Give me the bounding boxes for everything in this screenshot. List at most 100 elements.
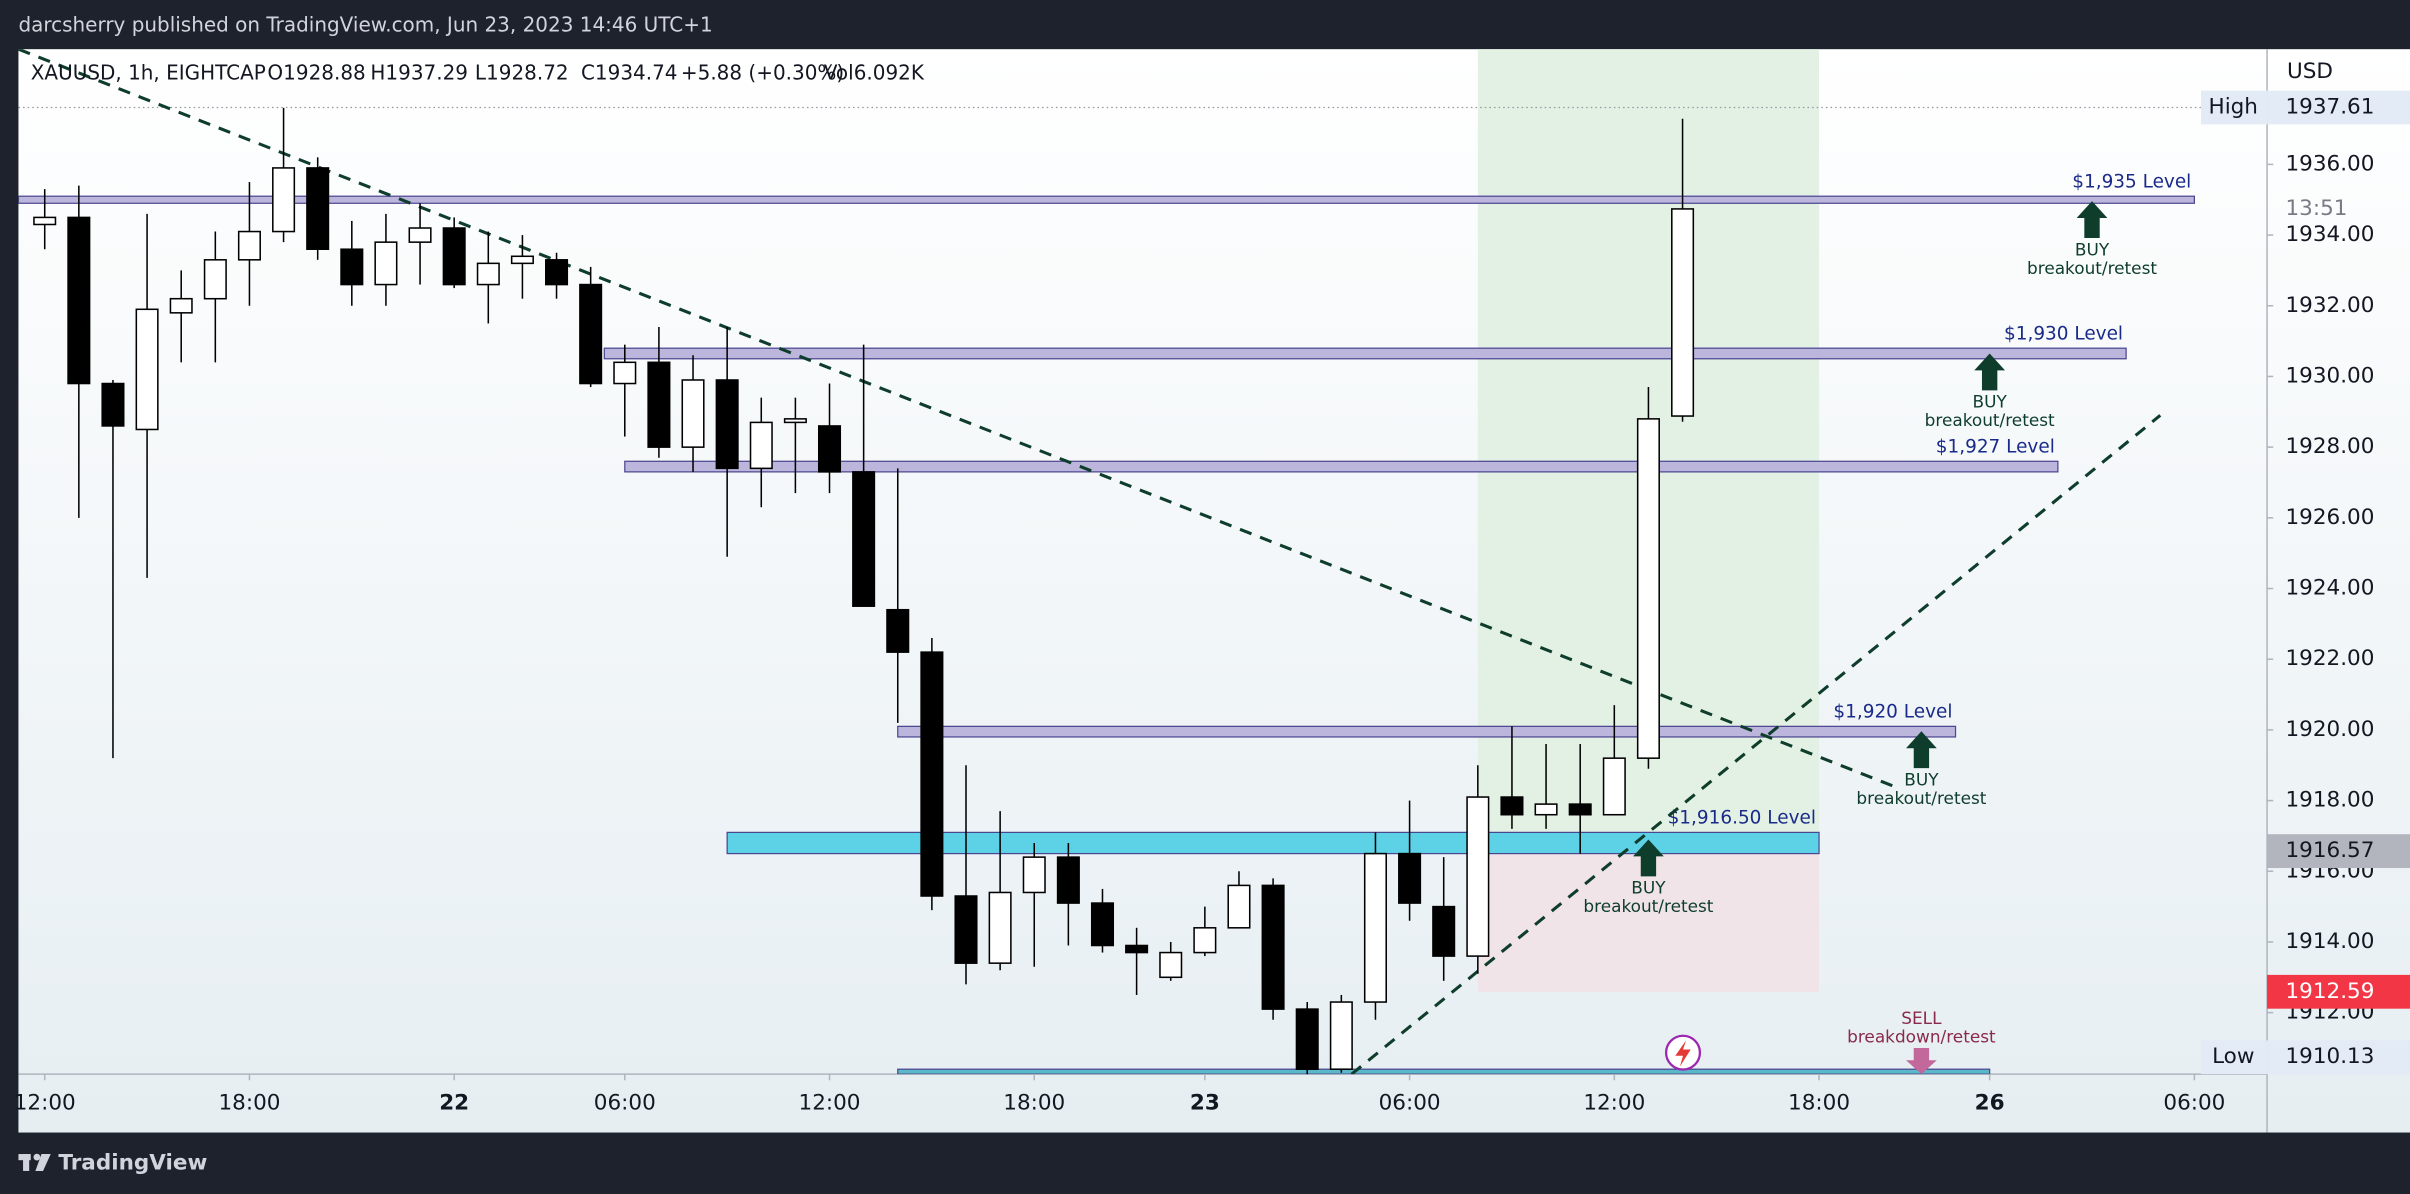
candle-body <box>920 651 944 897</box>
candle-body <box>1090 902 1115 947</box>
level-label: $1,916.50 Level <box>1668 808 1816 829</box>
candle-body <box>1329 1001 1353 1070</box>
candle-body <box>374 241 398 286</box>
x-tick-label: 18:00 <box>1003 1090 1065 1115</box>
candle-body <box>272 167 296 233</box>
candle-body <box>1227 884 1251 929</box>
y-tick-label: 1930.00 <box>2286 363 2375 388</box>
plot-area: $1,935 Level $1,930 Level $1,927 Level $1,9… <box>18 49 2268 1075</box>
candle-body <box>442 227 466 286</box>
ohlc-value: H1937.29 <box>370 60 468 84</box>
annotation-note: breakdown/retest <box>1847 1026 1996 1046</box>
level-band <box>897 1068 1991 1075</box>
candle-body <box>1022 856 1046 894</box>
x-tick-label: 06:00 <box>1379 1090 1441 1115</box>
x-tick-label: 26 <box>1975 1090 2005 1115</box>
annotation-action: BUY <box>1904 769 1939 789</box>
price-tag <box>2267 974 2410 1009</box>
symbol: XAUUSD, 1h, EIGHTCAP <box>31 60 266 84</box>
candle-body <box>1568 803 1592 816</box>
level-label: $1,930 Level <box>2004 323 2123 344</box>
candle-body <box>1363 852 1387 1003</box>
price-tag <box>2267 1040 2410 1075</box>
candle-body <box>510 255 534 265</box>
y-tick-label: 1918.00 <box>2286 788 2375 813</box>
candle-body <box>408 227 432 243</box>
x-tick-label: 12:00 <box>14 1090 76 1115</box>
candle-body <box>545 259 569 286</box>
candle-body <box>1159 951 1183 979</box>
level-label: $1,927 Level <box>1936 436 2055 457</box>
x-tick-label: 22 <box>439 1090 469 1115</box>
candle-body <box>101 382 125 427</box>
footer-logo <box>18 1153 51 1171</box>
arrow <box>1633 839 1664 877</box>
ohlc-value: L1928.72 <box>475 60 569 84</box>
candle-body <box>169 297 193 314</box>
ohlc-value: O1928.88 <box>267 60 365 84</box>
price-tag-label: 1916.57 <box>2286 838 2375 863</box>
y-tick-label: 1924.00 <box>2286 576 2375 601</box>
x-tick-label: 18:00 <box>218 1090 280 1115</box>
y-axis-label: USD <box>2287 59 2333 84</box>
candle-body <box>1671 208 1695 417</box>
y-tick-label: 1926.00 <box>2286 505 2375 530</box>
price-tag-label: 1912.59 <box>2286 979 2375 1004</box>
x-tick-label: 06:00 <box>594 1090 656 1115</box>
candle-body <box>1193 927 1217 954</box>
x-tick-label: 18:00 <box>1788 1090 1850 1115</box>
publisher: darcsherry published on TradingView.com,… <box>18 13 712 37</box>
level-label: $1,935 Level <box>2072 171 2191 192</box>
y-tick-label: 1922.00 <box>2286 646 2375 671</box>
y-tick-label: 1934.00 <box>2286 222 2375 247</box>
event-icon-bolt <box>1675 1040 1691 1067</box>
annotation-action: SELL <box>1901 1008 1942 1028</box>
candle-body <box>886 608 910 653</box>
price-tag-label: 1910.13 <box>2286 1044 2375 1069</box>
annotation-note: breakout/retest <box>1583 896 1713 916</box>
level-band <box>897 725 1957 738</box>
candle-body <box>135 308 159 431</box>
candle-body <box>1636 418 1660 759</box>
candle-body <box>749 421 773 470</box>
ohlc-value: Vol6.092K <box>824 60 925 84</box>
candle-body <box>1534 803 1558 816</box>
y-tick-label: 1932.00 <box>2286 293 2375 318</box>
annotation-note: breakout/retest <box>1925 410 2055 430</box>
overlay: XAUUSD, 1h, EIGHTCAP O1928.88 H1937.29 L192… <box>14 60 2410 1115</box>
candle-body <box>1125 944 1149 954</box>
arrow <box>1974 353 2006 391</box>
candle-body <box>1466 796 1490 957</box>
candle-body <box>988 891 1012 964</box>
arrow <box>1906 731 1937 769</box>
annotation-note: breakout/retest <box>2027 258 2157 278</box>
candle-body <box>237 230 261 261</box>
price-tag-label: 1937.61 <box>2286 94 2375 119</box>
y-tick-label: 1936.00 <box>2286 151 2375 176</box>
candle-body <box>715 379 739 470</box>
marker-label: Low <box>2212 1044 2254 1069</box>
marker-tag-bg <box>2200 90 2268 125</box>
arrow <box>1906 1048 1937 1075</box>
candle-body <box>203 259 227 300</box>
candle-body <box>340 248 364 286</box>
level-band <box>603 347 2127 360</box>
candle-body <box>1398 852 1422 904</box>
ohlc-value: +5.88 (+0.30%) <box>681 60 844 84</box>
level-band <box>18 195 2195 204</box>
annotation-action: BUY <box>1631 878 1666 898</box>
x-tick-label: 23 <box>1190 1090 1220 1115</box>
candle-body <box>647 361 671 448</box>
candle-body <box>33 216 57 226</box>
marker-label: High <box>2209 94 2258 119</box>
trendline <box>18 49 1895 788</box>
y-tick-label: 1914.00 <box>2286 929 2375 954</box>
footer-brand: TradingView <box>58 1150 207 1175</box>
arrow <box>2076 201 2108 239</box>
price-tag <box>2267 90 2410 125</box>
y-tick-label: 1920.00 <box>2286 717 2375 742</box>
level-label: $1,920 Level <box>1833 702 1952 723</box>
candle-body <box>1261 884 1285 1010</box>
candle-body <box>1056 856 1080 904</box>
x-tick-label: 06:00 <box>2163 1090 2225 1115</box>
